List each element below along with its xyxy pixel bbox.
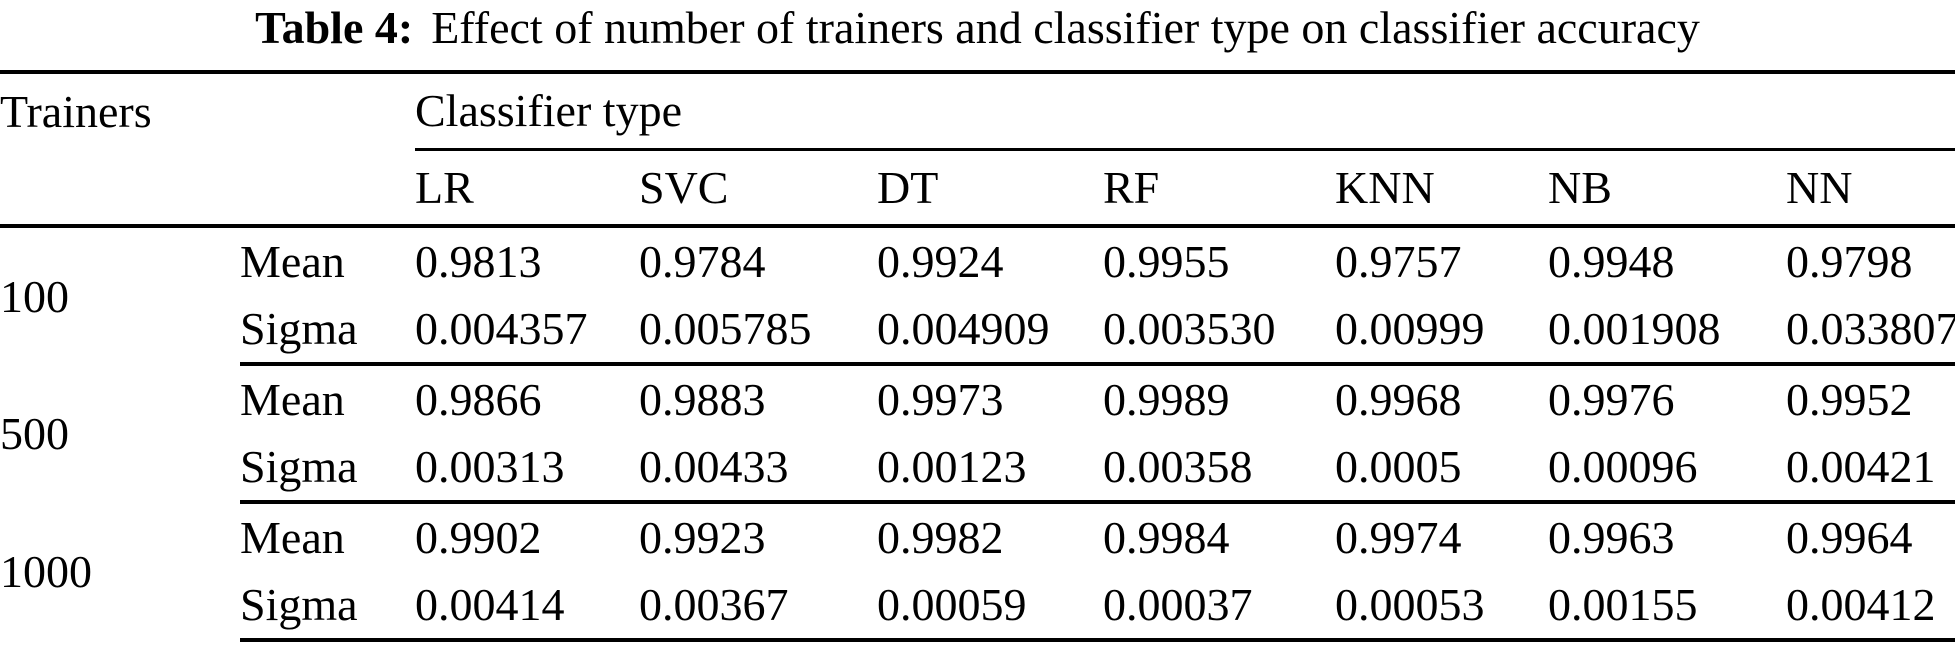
cell-sigma-value: 0.00412	[1786, 571, 1955, 642]
cell-mean-value: 0.9963	[1548, 512, 1675, 563]
classifier-col-header-lr: LR	[415, 149, 639, 228]
stat-label-sigma: Sigma	[240, 571, 415, 642]
table-row-mean-1000: 1000 Mean 0.9902 0.9923 0.9982 0.9984 0.…	[0, 502, 1955, 597]
cell-sigma-value: 0.001908	[1548, 295, 1786, 366]
cell-mean-value: 0.9923	[639, 512, 766, 563]
cell-sigma-value: 0.00433	[639, 433, 877, 504]
cell-sigma-value: 0.0005	[1335, 433, 1548, 504]
cell-sigma-value: 0.003530	[1103, 295, 1335, 366]
classifier-col-header-svc: SVC	[639, 149, 877, 228]
table-row-mean-100: 100 Mean 0.9813 0.9784 0.9924 0.9955 0.9…	[0, 226, 1955, 322]
classifier-col-header-nb: NB	[1548, 149, 1786, 228]
empty-cell	[0, 149, 240, 228]
trainers-count-label: 1000	[0, 545, 92, 597]
cell-sigma-value: 0.004909	[877, 295, 1103, 366]
cell-sigma-value: 0.00155	[1548, 571, 1786, 642]
header-row-classifiers: LR SVC DT RF KNN NB NN	[0, 149, 1955, 228]
cell-mean-value: 0.9982	[877, 512, 1004, 563]
cell-mean-value: 0.9964	[1786, 512, 1913, 563]
stat-label-sigma: Sigma	[240, 433, 415, 504]
table-row-mean-500: 500 Mean 0.9866 0.9883 0.9973 0.9989 0.9…	[0, 364, 1955, 459]
classifier-col-header-rf: RF	[1103, 149, 1335, 228]
table-row-sigma-500: Sigma 0.00313 0.00433 0.00123 0.00358 0.…	[0, 433, 1955, 504]
cell-mean-value: 0.9866	[415, 374, 542, 425]
cell-mean-value: 0.9984	[1103, 512, 1230, 563]
cell-sigma-value: 0.033807	[1786, 295, 1955, 366]
classifier-col-header-knn: KNN	[1335, 149, 1548, 228]
cell-sigma-value: 0.004357	[415, 295, 639, 366]
cell-sigma-value: 0.00059	[877, 571, 1103, 642]
cell-sigma-value: 0.00421	[1786, 433, 1955, 504]
table-caption: Table 4: Effect of number of trainers and…	[0, 2, 1955, 54]
cell-mean-value: 0.9948	[1548, 236, 1675, 287]
cell-mean-value: 0.9989	[1103, 374, 1230, 425]
header-row-top: Trainers Classifier type	[0, 72, 1955, 151]
cell-sigma-value: 0.00358	[1103, 433, 1335, 504]
trainers-count-label: 100	[0, 270, 69, 322]
empty-cell	[240, 72, 415, 149]
table-caption-text: Effect of number of trainers and classif…	[431, 2, 1700, 53]
cell-sigma-value: 0.00313	[415, 433, 639, 504]
cell-mean-value: 0.9883	[639, 374, 766, 425]
accuracy-table: Trainers Classifier type LR SVC DT RF KN…	[0, 70, 1955, 642]
cell-sigma-value: 0.005785	[639, 295, 877, 366]
classifier-col-header-nn: NN	[1786, 149, 1955, 228]
cell-sigma-value: 0.00414	[415, 571, 639, 642]
cell-sigma-value: 0.00096	[1548, 433, 1786, 504]
empty-cell	[240, 149, 415, 228]
trainers-count-label: 500	[0, 407, 69, 459]
stat-label-mean: Mean	[240, 374, 345, 425]
cell-mean-value: 0.9973	[877, 374, 1004, 425]
cell-mean-value: 0.9813	[415, 236, 542, 287]
classifier-type-span-header: Classifier type	[415, 72, 1955, 151]
cell-sigma-value: 0.00367	[639, 571, 877, 642]
cell-sigma-value: 0.00999	[1335, 295, 1548, 366]
classifier-col-header-dt: DT	[877, 149, 1103, 228]
cell-mean-value: 0.9798	[1786, 236, 1913, 287]
cell-sigma-value: 0.00053	[1335, 571, 1548, 642]
table-caption-label: Table 4:	[255, 2, 414, 53]
cell-mean-value: 0.9757	[1335, 236, 1462, 287]
stat-label-mean: Mean	[240, 236, 345, 287]
cell-mean-value: 0.9784	[639, 236, 766, 287]
cell-mean-value: 0.9902	[415, 512, 542, 563]
stat-label-sigma: Sigma	[240, 295, 415, 366]
cell-sigma-value: 0.00037	[1103, 571, 1335, 642]
table-row-sigma-1000: Sigma 0.00414 0.00367 0.00059 0.00037 0.…	[0, 571, 1955, 642]
cell-mean-value: 0.9955	[1103, 236, 1230, 287]
cell-mean-value: 0.9952	[1786, 374, 1913, 425]
trainers-header: Trainers	[0, 86, 152, 137]
cell-mean-value: 0.9924	[877, 236, 1004, 287]
cell-sigma-value: 0.00123	[877, 433, 1103, 504]
stat-label-mean: Mean	[240, 512, 345, 563]
cell-mean-value: 0.9968	[1335, 374, 1462, 425]
cell-mean-value: 0.9974	[1335, 512, 1462, 563]
cell-mean-value: 0.9976	[1548, 374, 1675, 425]
table-row-sigma-100: Sigma 0.004357 0.005785 0.004909 0.00353…	[0, 295, 1955, 366]
